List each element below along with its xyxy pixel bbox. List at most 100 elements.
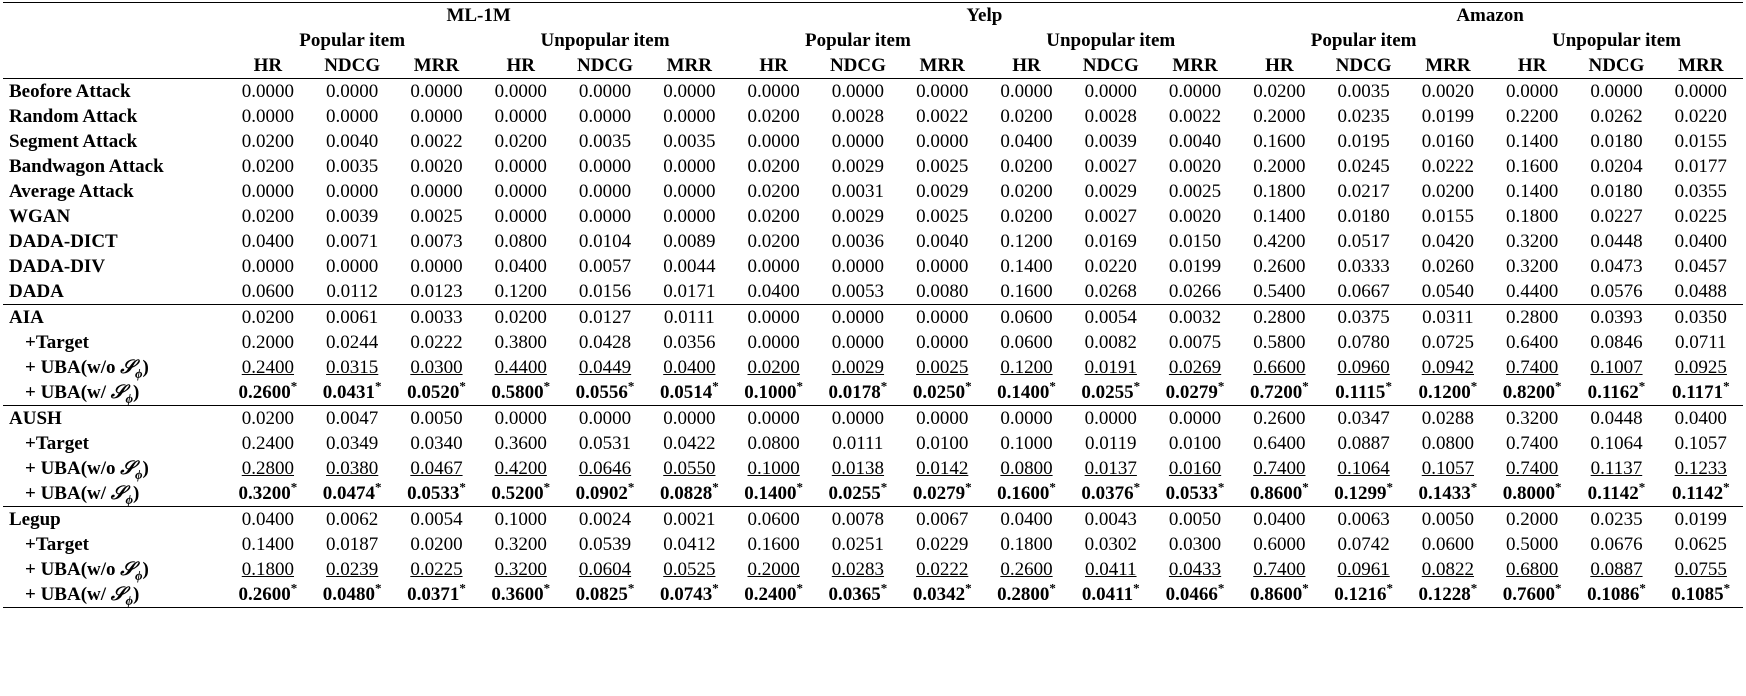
metric-value-text: 0.2400 bbox=[241, 357, 295, 378]
metric-value-text: 0.0222 bbox=[410, 332, 463, 353]
metric-value-text: 0.0000 bbox=[1674, 81, 1727, 102]
significance-mark: * bbox=[375, 479, 382, 495]
significance-mark: * bbox=[1555, 378, 1562, 394]
method-name: Bandwagon Attack bbox=[3, 154, 226, 179]
metric-value: 0.0800 bbox=[984, 456, 1068, 481]
metric-value: 0.2000 bbox=[1490, 507, 1574, 533]
significance-mark: * bbox=[1217, 580, 1225, 596]
metric-value: 0.0467 bbox=[394, 456, 478, 481]
metric-value-text: 0.0400 bbox=[1674, 408, 1727, 429]
metric-value-text: 0.0000 bbox=[831, 307, 885, 328]
metric-value: 0.0355 bbox=[1659, 179, 1743, 204]
metric-value-text: 0.0400 bbox=[1253, 509, 1306, 530]
metric-value: 0.0220 bbox=[1069, 254, 1153, 279]
metric-value-text: 0.0035 bbox=[326, 156, 379, 177]
metric-value: 0.0533* bbox=[394, 481, 478, 507]
metric-value: 0.0000 bbox=[732, 79, 816, 105]
metric-value-text: 0.0251 bbox=[831, 534, 885, 555]
metric-value-text: 0.1800 bbox=[1506, 206, 1559, 227]
metric-value-text: 0.0177 bbox=[1674, 156, 1727, 177]
metric-header: HR bbox=[1517, 55, 1547, 76]
metric-value: 0.0266 bbox=[1153, 279, 1237, 305]
metric-value-text: 0.0266 bbox=[1168, 281, 1222, 302]
metric-value: 0.0000 bbox=[394, 254, 478, 279]
metric-value: 0.5400 bbox=[1237, 279, 1321, 305]
metric-value: 0.1400* bbox=[732, 481, 816, 507]
metric-value-text: 0.0000 bbox=[831, 131, 885, 152]
metric-value: 0.0137 bbox=[1069, 456, 1153, 481]
metric-value-text: 0.1000 bbox=[1000, 433, 1053, 454]
metric-value-text: 0.0473 bbox=[1590, 256, 1643, 277]
method-label: + UBA(w/ bbox=[25, 382, 111, 403]
metric-value-text: 0.0022 bbox=[916, 106, 969, 127]
metric-value: 0.0539 bbox=[563, 532, 647, 557]
metric-value-text: 0.0225 bbox=[410, 559, 463, 580]
method-label-close: ) bbox=[142, 357, 149, 378]
metric-value-text: 0.2400 bbox=[744, 584, 797, 605]
metric-value: 0.0517 bbox=[1321, 229, 1405, 254]
significance-mark: * bbox=[965, 479, 972, 495]
metric-value: 0.2000 bbox=[226, 330, 310, 355]
metric-value: 0.0032 bbox=[1153, 305, 1237, 331]
metric-value: 0.0000 bbox=[647, 79, 731, 105]
metric-value: 0.0200 bbox=[732, 204, 816, 229]
dataset-header-row: ML-1M Yelp Amazon bbox=[3, 2, 1743, 29]
metric-value: 0.0063 bbox=[1321, 507, 1405, 533]
significance-mark: * bbox=[1555, 580, 1562, 596]
metric-value-text: 0.0000 bbox=[326, 81, 379, 102]
metric-value: 0.0000 bbox=[226, 79, 310, 105]
metric-value: 0.0262 bbox=[1574, 104, 1658, 129]
metric-value: 0.0171 bbox=[647, 279, 731, 305]
metric-header: MRR bbox=[413, 55, 460, 76]
metric-value-text: 0.0200 bbox=[747, 156, 800, 177]
metric-value-text: 0.0036 bbox=[831, 231, 885, 252]
metric-value-text: 0.0800 bbox=[1000, 458, 1053, 479]
method-label: + UBA(w/o bbox=[25, 559, 121, 580]
metric-value-text: 0.0400 bbox=[494, 256, 547, 277]
metric-value: 0.0480* bbox=[310, 582, 394, 608]
metric-value-text: 0.6600 bbox=[1253, 357, 1306, 378]
metric-header: NDCG bbox=[1335, 55, 1392, 76]
metric-value: 0.0050 bbox=[394, 406, 478, 432]
metric-value-text: 0.0111 bbox=[663, 307, 715, 328]
metric-value-text: 0.0250 bbox=[912, 382, 966, 403]
metric-value: 0.7400 bbox=[1490, 431, 1574, 456]
metric-value: 0.2200 bbox=[1490, 104, 1574, 129]
metric-value-text: 0.7200 bbox=[1249, 382, 1303, 403]
method-label: AUSH bbox=[9, 408, 62, 429]
table-row: Bandwagon Attack 0.0200 0.0035 0.0020 0.0000… bbox=[3, 154, 1743, 179]
metric-value-text: 0.0020 bbox=[1168, 206, 1222, 227]
metric-value: 0.0800 bbox=[732, 431, 816, 456]
metric-value-text: 0.1216 bbox=[1334, 584, 1387, 605]
significance-mark: * bbox=[375, 580, 382, 596]
metric-value-text: 0.0020 bbox=[410, 156, 463, 177]
metric-value: 0.0036 bbox=[816, 229, 900, 254]
metric-value: 0.0000 bbox=[984, 79, 1068, 105]
metric-value-text: 0.0031 bbox=[831, 181, 885, 202]
metric-value-text: 0.0035 bbox=[578, 131, 632, 152]
metric-value-text: 0.0255 bbox=[828, 483, 881, 504]
metric-value-text: 0.0000 bbox=[494, 206, 547, 227]
metric-value-text: 0.0000 bbox=[663, 206, 716, 227]
metric-value-text: 0.0025 bbox=[1168, 181, 1222, 202]
metric-value: 0.6000 bbox=[1237, 532, 1321, 557]
method-label: Average Attack bbox=[9, 181, 134, 202]
metric-value: 0.0825* bbox=[563, 582, 647, 608]
metric-value-text: 0.3600 bbox=[491, 584, 544, 605]
metric-header: NDCG bbox=[1588, 55, 1645, 76]
metric-value: 0.0044 bbox=[647, 254, 731, 279]
metric-value: 0.3200 bbox=[479, 557, 563, 582]
metric-value: 0.0025 bbox=[900, 355, 984, 380]
metric-value: 0.0000 bbox=[647, 179, 731, 204]
table-row: DADA-DIV 0.0000 0.0000 0.0000 0.0400 0.0057 0.… bbox=[3, 254, 1743, 279]
metric-value: 0.0667 bbox=[1321, 279, 1405, 305]
metric-value-text: 0.0160 bbox=[1421, 131, 1475, 152]
table-row: Segment Attack 0.0200 0.0040 0.0022 0.0200 0.… bbox=[3, 129, 1743, 154]
metric-value: 0.0062 bbox=[310, 507, 394, 533]
metric-value: 0.2800* bbox=[984, 582, 1068, 608]
metric-value-text: 0.1064 bbox=[1337, 458, 1390, 479]
metric-value-text: 0.0054 bbox=[410, 509, 463, 530]
dataset-header: Yelp bbox=[966, 5, 1003, 26]
metric-value: 0.0200 bbox=[732, 104, 816, 129]
metric-value-text: 0.0755 bbox=[1674, 559, 1727, 580]
